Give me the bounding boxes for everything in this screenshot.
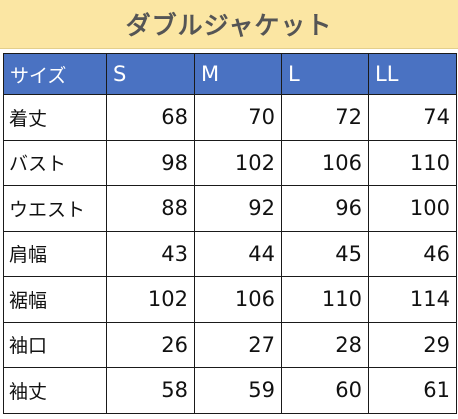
- cell-value: 26: [106, 321, 195, 368]
- table-row: ウエスト 88 92 96 100: [3, 185, 457, 232]
- cell-value: 74: [368, 94, 457, 141]
- cell-value: 45: [281, 230, 369, 277]
- table-row: 肩幅 43 44 45 46: [3, 230, 457, 277]
- row-label: バスト: [3, 139, 107, 186]
- table-row: バスト 98 102 106 110: [3, 139, 457, 186]
- header-size: サイズ: [3, 53, 107, 95]
- row-label: 裾幅: [3, 276, 107, 323]
- cell-value: 70: [194, 94, 282, 141]
- row-label: 袖口: [3, 321, 107, 368]
- table-row: 裾幅 102 106 110 114: [3, 276, 457, 323]
- cell-value: 61: [368, 367, 457, 414]
- cell-value: 106: [281, 139, 369, 186]
- row-label: 着丈: [3, 94, 107, 141]
- row-label: 袖丈: [3, 367, 107, 414]
- cell-value: 88: [106, 185, 195, 232]
- size-table: サイズ S M L LL 着丈 68 70 72 74 バスト 98 102 1…: [3, 53, 457, 414]
- cell-value: 68: [106, 94, 195, 141]
- table-row: 袖口 26 27 28 29: [3, 321, 457, 368]
- cell-value: 29: [368, 321, 457, 368]
- cell-value: 114: [368, 276, 457, 323]
- cell-value: 59: [194, 367, 282, 414]
- header-l: L: [281, 53, 369, 95]
- table-row: 袖丈 58 59 60 61: [3, 367, 457, 414]
- header-row: サイズ S M L LL: [3, 53, 457, 95]
- cell-value: 43: [106, 230, 195, 277]
- cell-value: 96: [281, 185, 369, 232]
- header-ll: LL: [368, 53, 457, 95]
- cell-value: 102: [106, 276, 195, 323]
- header-m: M: [194, 53, 282, 95]
- row-label: ウエスト: [3, 185, 107, 232]
- cell-value: 106: [194, 276, 282, 323]
- page-title: ダブルジャケット: [125, 11, 333, 40]
- row-label: 肩幅: [3, 230, 107, 277]
- cell-value: 44: [194, 230, 282, 277]
- cell-value: 98: [106, 139, 195, 186]
- header-s: S: [106, 53, 195, 95]
- cell-value: 28: [281, 321, 369, 368]
- cell-value: 92: [194, 185, 282, 232]
- cell-value: 58: [106, 367, 195, 414]
- cell-value: 110: [368, 139, 457, 186]
- cell-value: 100: [368, 185, 457, 232]
- cell-value: 27: [194, 321, 282, 368]
- cell-value: 102: [194, 139, 282, 186]
- cell-value: 60: [281, 367, 369, 414]
- cell-value: 72: [281, 94, 369, 141]
- cell-value: 110: [281, 276, 369, 323]
- table-row: 着丈 68 70 72 74: [3, 94, 457, 141]
- title-bar: ダブルジャケット: [0, 0, 458, 49]
- cell-value: 46: [368, 230, 457, 277]
